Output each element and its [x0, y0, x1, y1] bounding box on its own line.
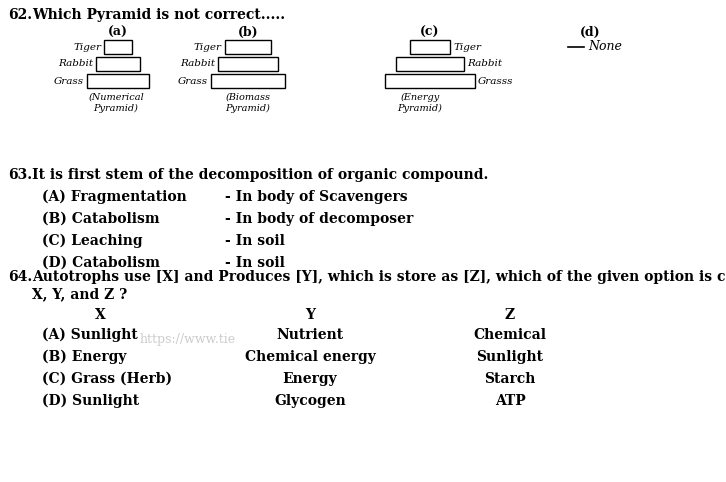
- Text: Rabbit: Rabbit: [467, 59, 502, 68]
- Text: Tiger: Tiger: [453, 42, 481, 52]
- Text: Tiger: Tiger: [194, 42, 222, 52]
- Text: (C) Leaching: (C) Leaching: [42, 234, 142, 248]
- Text: (c): (c): [420, 26, 440, 39]
- Text: Starch: Starch: [484, 372, 536, 386]
- Text: Grasss: Grasss: [478, 77, 513, 85]
- Text: Z: Z: [505, 308, 515, 322]
- Bar: [410, 40, 450, 54]
- Text: - In body of decomposer: - In body of decomposer: [225, 212, 413, 226]
- Bar: [104, 40, 132, 54]
- Text: https://www.tie: https://www.tie: [140, 334, 236, 347]
- Text: Sunlight: Sunlight: [476, 350, 544, 364]
- Text: (D) Catabolism: (D) Catabolism: [42, 256, 160, 270]
- Text: - In soil: - In soil: [225, 256, 285, 270]
- Text: (A) Sunlight: (A) Sunlight: [42, 328, 138, 342]
- Bar: [396, 57, 464, 71]
- Text: Grass: Grass: [54, 77, 84, 85]
- Bar: [87, 74, 149, 88]
- Text: - In body of Scavengers: - In body of Scavengers: [225, 190, 407, 204]
- Bar: [211, 74, 285, 88]
- Text: 62.: 62.: [8, 8, 32, 22]
- Text: (A) Fragmentation: (A) Fragmentation: [42, 190, 187, 204]
- Text: (Numerical
Pyramid): (Numerical Pyramid): [88, 93, 144, 113]
- Text: Autotrophs use [X] and Produces [Y], which is store as [Z], which of the given o: Autotrophs use [X] and Produces [Y], whi…: [32, 270, 726, 284]
- Text: (D) Sunlight: (D) Sunlight: [42, 394, 139, 408]
- Text: (B) Catabolism: (B) Catabolism: [42, 212, 160, 226]
- Text: (a): (a): [108, 26, 128, 39]
- Text: (b): (b): [237, 26, 258, 39]
- Bar: [218, 57, 278, 71]
- Text: 64.: 64.: [8, 270, 32, 284]
- Text: Chemical: Chemical: [473, 328, 547, 342]
- Text: (Biomass
Pyramid): (Biomass Pyramid): [226, 93, 271, 113]
- Text: Rabbit: Rabbit: [58, 59, 93, 68]
- Text: Chemical energy: Chemical energy: [245, 350, 375, 364]
- Text: It is first stem of the decomposition of organic compound.: It is first stem of the decomposition of…: [32, 168, 489, 182]
- Text: (C) Grass (Herb): (C) Grass (Herb): [42, 372, 172, 386]
- Text: 63.: 63.: [8, 168, 32, 182]
- Bar: [385, 74, 475, 88]
- Text: (Energy
Pyramid): (Energy Pyramid): [398, 93, 442, 113]
- Text: Nutrient: Nutrient: [277, 328, 343, 342]
- Text: ATP: ATP: [494, 394, 526, 408]
- Text: Glycogen: Glycogen: [274, 394, 346, 408]
- Text: Energy: Energy: [282, 372, 338, 386]
- Text: Which Pyramid is not correct.....: Which Pyramid is not correct.....: [32, 8, 285, 22]
- Bar: [225, 40, 271, 54]
- Text: (d): (d): [579, 26, 600, 39]
- Text: Rabbit: Rabbit: [180, 59, 215, 68]
- Text: X: X: [94, 308, 105, 322]
- Text: - In soil: - In soil: [225, 234, 285, 248]
- Text: Grass: Grass: [178, 77, 208, 85]
- Text: Tiger: Tiger: [73, 42, 101, 52]
- Bar: [96, 57, 140, 71]
- Text: X, Y, and Z ?: X, Y, and Z ?: [32, 287, 127, 301]
- Text: (B) Energy: (B) Energy: [42, 350, 126, 364]
- Text: Y: Y: [305, 308, 315, 322]
- Text: None: None: [588, 40, 622, 54]
